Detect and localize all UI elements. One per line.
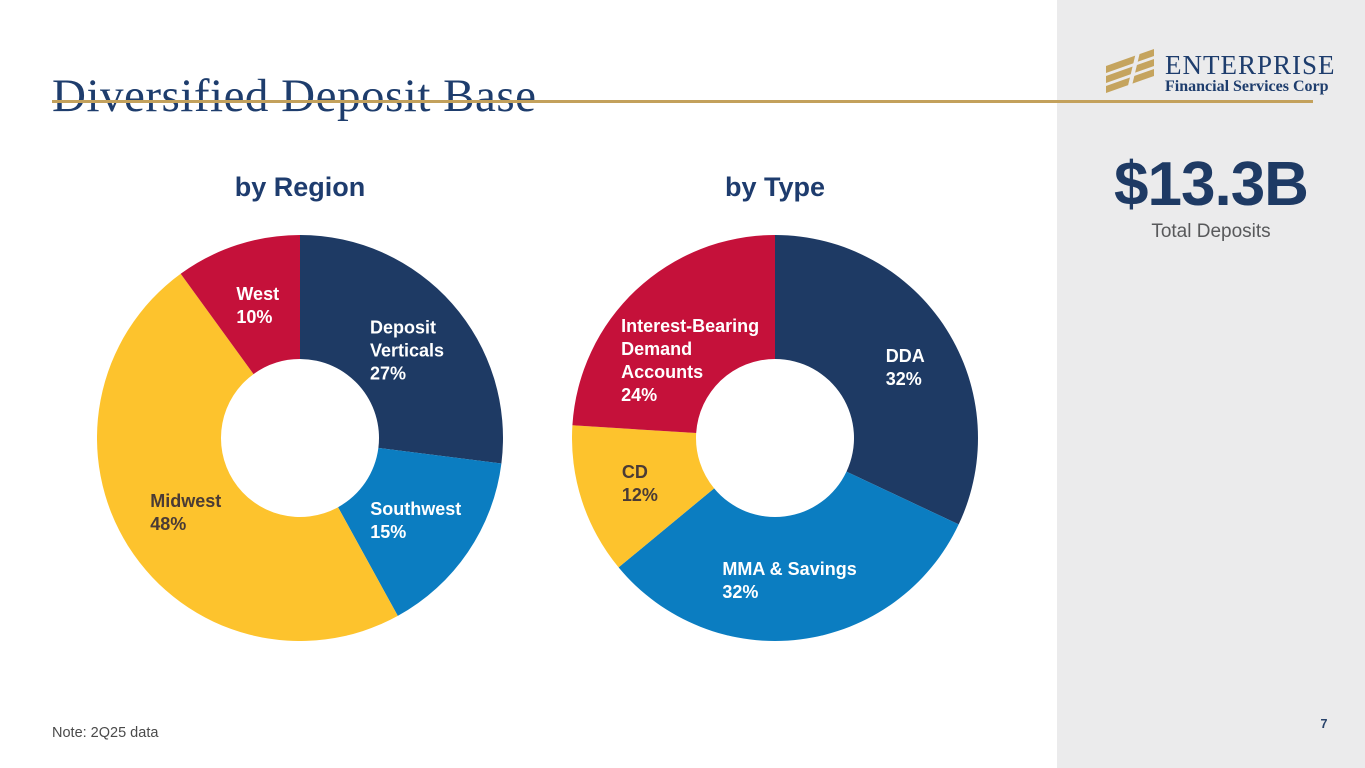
slice-label-southwest: Southwest 15%	[370, 498, 462, 542]
pie-slice-cd	[571, 425, 715, 568]
slice-label-dda: DDA 32%	[885, 345, 925, 389]
pie-slice-dda	[775, 235, 978, 525]
title-underline	[52, 100, 1313, 103]
slice-label-interest-bearing-demand-accounts: Interest-Bearing Demand Accounts 24%	[621, 315, 760, 405]
chart-title-by-region: by Region	[234, 172, 366, 202]
logo-subtitle: Financial Services Corp	[1165, 78, 1329, 95]
page-number: 7	[1320, 717, 1328, 731]
total-deposits-label: Total Deposits	[1151, 221, 1271, 242]
total-deposits-stat: $13.3B Total Deposits	[1057, 152, 1365, 244]
donut-svg-by-type	[571, 235, 978, 641]
pie-slice-midwest	[96, 273, 398, 642]
enterprise-stripes-icon	[1106, 48, 1156, 99]
logo-company-name: ENTERPRISE	[1165, 50, 1336, 80]
slice-label-cd: CD 12%	[621, 462, 658, 506]
slice-label-mma-savings: MMA & Savings 32%	[722, 558, 857, 602]
pie-slice-southwest	[338, 447, 502, 616]
pie-slice-mma-savings	[618, 471, 959, 641]
pie-slice-west	[180, 235, 300, 375]
pie-slice-interest-bearing-demand-accounts	[572, 235, 775, 434]
slice-label-midwest: Midwest 48%	[150, 491, 222, 535]
logo-wordmark: ENTERPRISE Financial Services Corp	[1165, 50, 1336, 96]
chart-section-by-type: by Type DDA 32% MMA & Savings 32% CD 12% Inter…	[571, 170, 978, 641]
chart-section-by-region: by Region Deposit Verticals 27% Southwest 15…	[96, 170, 504, 642]
donut-svg-by-region	[96, 235, 504, 642]
donut-chart-by-region: Deposit Verticals 27% Southwest 15% Midwest 48…	[96, 235, 504, 642]
company-logo: ENTERPRISE Financial Services Corp	[1106, 48, 1336, 99]
chart-title-by-type: by Type	[724, 172, 826, 202]
slice-label-west: West 10%	[236, 283, 280, 327]
total-deposits-value: $13.3B	[1114, 150, 1309, 219]
sidebar-panel	[1057, 0, 1365, 768]
donut-chart-by-type: DDA 32% MMA & Savings 32% CD 12% Interest-Bear…	[571, 235, 978, 641]
slice-label-deposit-verticals: Deposit Verticals 27%	[369, 317, 445, 384]
footnote: Note: 2Q25 data	[52, 725, 159, 741]
pie-slice-deposit-verticals	[300, 235, 504, 464]
page-title: Diversified Deposit Base	[52, 70, 537, 123]
